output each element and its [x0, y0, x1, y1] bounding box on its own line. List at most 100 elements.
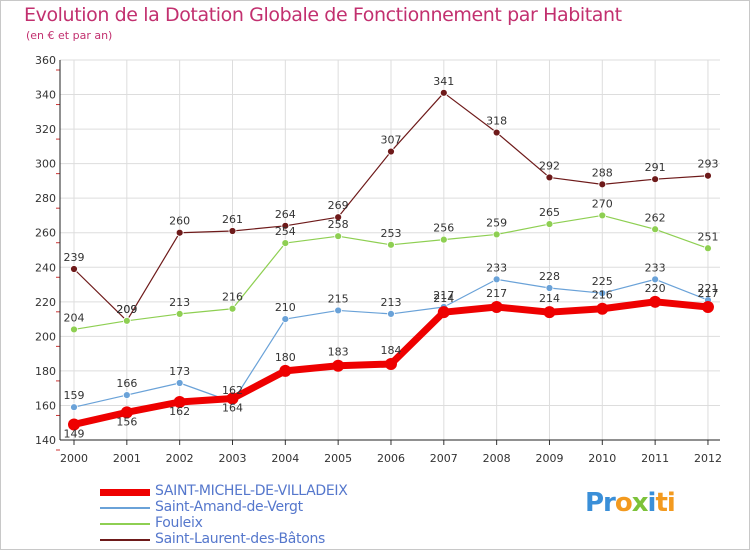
data-label: 228	[539, 270, 560, 283]
data-point	[598, 180, 607, 189]
proxiti-logo: Proxiti	[585, 488, 676, 518]
data-point	[704, 171, 712, 180]
gridlines	[60, 59, 720, 441]
data-point	[228, 304, 237, 313]
data-label: 216	[592, 289, 613, 302]
data-label: 184	[380, 344, 401, 357]
x-tick-label: 2005	[324, 452, 352, 465]
data-label: 260	[169, 215, 190, 228]
data-point	[492, 275, 501, 284]
legend-label: SAINT-MICHEL-DE-VILLADEIX	[155, 483, 348, 499]
y-tick-label: 320	[35, 123, 56, 136]
data-point	[596, 302, 609, 315]
legend-swatch	[100, 488, 150, 496]
data-point	[68, 418, 80, 431]
data-label: 259	[486, 216, 507, 229]
x-tick-label: 2011	[641, 452, 669, 465]
x-tick-label: 2010	[588, 452, 616, 465]
chart-title: Evolution de la Dotation Globale de Fonc…	[24, 4, 622, 26]
data-label: 291	[645, 161, 666, 174]
data-point	[332, 359, 345, 372]
y-tick-label: 260	[35, 227, 56, 240]
data-point	[334, 232, 343, 241]
data-label: 293	[697, 158, 718, 171]
data-point	[651, 225, 660, 234]
legend-label: Saint-Amand-de-Vergt	[155, 499, 303, 515]
data-point	[281, 239, 290, 247]
data-point	[175, 228, 184, 237]
data-label: 253	[380, 227, 401, 240]
data-label: 341	[433, 75, 454, 88]
data-label: 166	[116, 377, 137, 390]
axes: 140 160 180 200 220 240 260 280 300 320 340 360 2000…	[35, 54, 722, 465]
data-point	[598, 289, 607, 298]
data-label: 269	[328, 199, 349, 212]
data-label: 265	[539, 206, 560, 219]
legend-swatch	[100, 507, 150, 509]
data-point	[228, 227, 237, 235]
legend-swatch	[100, 539, 150, 541]
data-labels: 239 209 260 261 264 269 307 341 318 292 288 291 293 2…	[64, 75, 719, 441]
data-point	[175, 379, 184, 387]
data-point	[651, 275, 660, 284]
x-tick-label: 2007	[430, 452, 458, 465]
legend-swatch	[100, 523, 150, 525]
data-label: 254	[275, 225, 296, 238]
data-point	[70, 403, 78, 412]
data-label: 209	[116, 303, 137, 316]
data-point	[226, 392, 239, 405]
y-tick-label: 340	[35, 89, 56, 102]
data-point	[281, 315, 290, 323]
data-point	[439, 235, 448, 244]
data-label: 210	[275, 301, 296, 314]
data-label: 213	[380, 296, 401, 309]
x-tick-label: 2006	[377, 452, 405, 465]
data-label: 216	[222, 291, 243, 304]
x-tick-label: 2003	[218, 452, 246, 465]
series-lines	[68, 88, 714, 431]
data-point	[492, 230, 501, 239]
data-point	[120, 406, 133, 419]
data-point	[70, 265, 78, 273]
data-point	[701, 301, 714, 313]
data-label: 264	[275, 208, 296, 221]
data-point	[281, 221, 290, 230]
chart-subtitle: (en € et par an)	[26, 29, 113, 42]
data-point	[492, 128, 501, 137]
data-point	[598, 211, 607, 220]
y-tick-label: 140	[35, 434, 56, 447]
data-point	[545, 173, 554, 182]
data-label: 183	[328, 346, 349, 359]
data-point	[334, 306, 343, 315]
x-tick-label: 2012	[694, 452, 722, 465]
data-label: 204	[64, 311, 85, 324]
data-point	[649, 295, 662, 308]
data-point	[175, 310, 184, 318]
data-point	[334, 213, 343, 222]
data-label: 239	[64, 251, 85, 264]
data-point	[490, 301, 503, 313]
x-tick-label: 2001	[113, 452, 141, 465]
data-label: 214	[433, 292, 454, 305]
data-label: 217	[486, 287, 507, 300]
data-label: 213	[169, 296, 190, 309]
data-point	[439, 88, 448, 97]
data-point	[543, 306, 556, 319]
data-point	[437, 306, 450, 319]
data-label: 233	[645, 261, 666, 274]
data-label: 173	[169, 365, 190, 378]
data-label: 270	[592, 197, 613, 210]
data-label: 214	[539, 292, 560, 305]
data-label: 162	[222, 384, 243, 397]
data-label: 159	[64, 389, 85, 402]
data-point	[387, 240, 395, 249]
data-label: 149	[64, 427, 85, 440]
data-point	[704, 244, 712, 253]
data-label: 261	[222, 213, 243, 226]
x-tick-label: 2000	[60, 452, 88, 465]
data-label: 156	[116, 415, 137, 428]
data-point	[122, 391, 131, 399]
y-tick-label: 200	[35, 330, 56, 343]
data-label: 225	[592, 275, 613, 288]
